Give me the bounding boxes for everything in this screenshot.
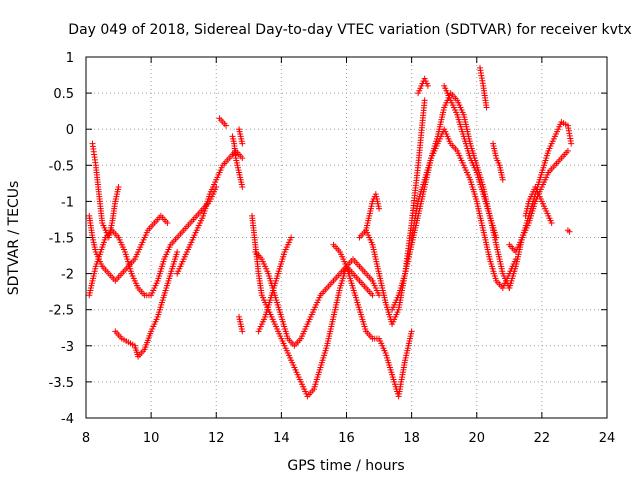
x-tick-label: 8 <box>82 431 90 446</box>
data-point <box>288 234 295 241</box>
y-tick-label: -4 <box>61 412 74 427</box>
data-point <box>568 140 575 147</box>
y-axis-label: SDTVAR / TECUs <box>6 181 22 296</box>
x-tick-label: 12 <box>208 431 225 446</box>
y-tick-label: -0.5 <box>49 159 74 174</box>
axis-ticks: 8 10 12 14 16 18 20 22 24 1 0.5 0 -0.5 -1 -1.5 -2 -2.5 -3… <box>49 51 616 446</box>
data-point <box>421 97 428 104</box>
data-point <box>499 176 506 183</box>
data-point <box>493 234 500 241</box>
data-point <box>369 292 376 299</box>
y-tick-label: 0.5 <box>53 87 74 102</box>
data-point <box>424 82 431 89</box>
x-tick-label: 16 <box>338 431 355 446</box>
x-axis-label: GPS time / hours <box>287 458 404 474</box>
data-point <box>164 220 171 227</box>
data-point <box>239 155 246 162</box>
data-point <box>239 328 246 335</box>
y-tick-label: 0 <box>66 123 74 138</box>
data-point <box>115 183 122 190</box>
y-tick-label: -2 <box>61 268 74 283</box>
y-tick-label: -3 <box>61 340 74 355</box>
x-tick-label: 18 <box>403 431 420 446</box>
y-tick-label: 1 <box>66 51 74 66</box>
data-point <box>239 183 246 190</box>
y-tick-label: -3.5 <box>49 376 74 391</box>
data-point <box>408 328 415 335</box>
data-points <box>86 64 575 400</box>
y-tick-label: -2.5 <box>49 304 74 319</box>
data-point <box>223 122 230 129</box>
x-tick-label: 24 <box>599 431 616 446</box>
data-point <box>483 104 490 111</box>
data-point <box>174 248 181 255</box>
data-point <box>376 205 383 212</box>
chart-title: Day 049 of 2018, Sidereal Day-to-day VTE… <box>68 22 631 38</box>
data-point <box>548 220 555 227</box>
data-point <box>564 147 571 154</box>
x-tick-label: 14 <box>273 431 290 446</box>
data-point <box>566 228 573 235</box>
x-tick-label: 10 <box>143 431 160 446</box>
x-tick-label: 22 <box>534 431 551 446</box>
data-point <box>239 140 246 147</box>
y-tick-label: -1 <box>61 195 74 210</box>
y-tick-label: -1.5 <box>49 232 74 247</box>
x-tick-label: 20 <box>468 431 485 446</box>
